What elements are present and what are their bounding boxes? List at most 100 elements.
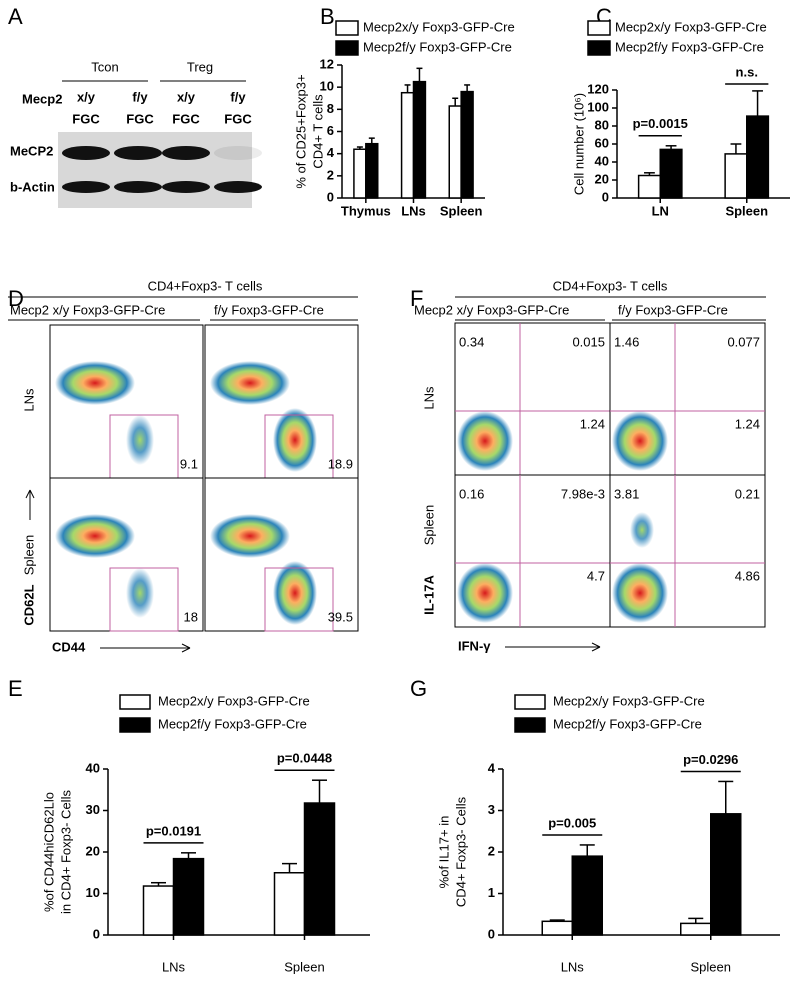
band [114, 146, 162, 160]
band [62, 181, 110, 193]
density [612, 563, 668, 623]
row-label: Spleen [21, 535, 36, 575]
flow-plot [454, 474, 611, 628]
legend-label: Mecp2f/y Foxp3-GFP-Cre [158, 716, 307, 731]
panel-label: G [410, 676, 427, 701]
error-bar [452, 97, 459, 107]
x-tick-label: Spleen [691, 959, 731, 974]
quadrant-value: 4.7 [587, 568, 605, 583]
column-label: Mecp2 x/y Foxp3-GFP-Cre [10, 302, 165, 317]
panel-label: E [8, 676, 23, 701]
bar [746, 115, 770, 199]
error-bar [752, 90, 763, 117]
legend-swatch [335, 40, 359, 56]
x-tick-label: LNs [561, 959, 585, 974]
axis-label: CD44 [52, 639, 86, 654]
bar [142, 885, 175, 936]
axis-label: IFN-γ [458, 638, 491, 653]
y-tick-label: 12 [320, 56, 334, 71]
y-tick-label: 60 [595, 135, 609, 150]
genotype: x/y [77, 89, 96, 104]
arrow-head [181, 643, 191, 649]
error-bar [665, 145, 677, 150]
error-bar [644, 172, 655, 176]
y-tick-label: 0 [602, 189, 609, 204]
y-tick-label: 6 [327, 123, 334, 138]
quadrant-value: 1.24 [735, 416, 760, 431]
quadrant-value: 4.86 [735, 568, 760, 583]
y-axis-label: Cell number (10⁶) [571, 93, 586, 195]
y-tick-label: 30 [86, 802, 100, 817]
y-axis-label: in CD4+ Foxp3- Cells [58, 790, 73, 914]
error-bar [718, 780, 734, 814]
legend-label: Mecp2x/y Foxp3-GFP-Cre [615, 19, 767, 34]
quadrant-value: 1.46 [614, 334, 639, 349]
annotation: p=0.0015 [633, 116, 688, 131]
quadrant-value: 0.34 [459, 334, 484, 349]
density [55, 361, 135, 405]
bar [303, 802, 336, 936]
y-axis-label: CD4+ T cells [310, 94, 325, 169]
y-axis-label: %of CD44hiCD62Llo [41, 792, 56, 912]
row-label: LNs [21, 388, 36, 412]
band [214, 146, 262, 160]
legend-swatch [587, 20, 611, 36]
density [457, 411, 513, 471]
bar [724, 153, 748, 199]
flow-plot [49, 324, 204, 479]
density [273, 561, 317, 625]
column-label: f/y Foxp3-GFP-Cre [618, 302, 728, 317]
bar [365, 142, 379, 199]
lane: FGC [126, 111, 154, 126]
legend-swatch [587, 40, 611, 56]
panel-label: B [320, 4, 335, 29]
quadrant-value: 1.24 [580, 416, 605, 431]
gate [109, 567, 179, 632]
panel-label: D [8, 286, 24, 311]
annotation: p=0.005 [548, 815, 596, 830]
panel-label: A [8, 4, 23, 29]
density [630, 512, 654, 548]
error-bar [312, 779, 327, 804]
error-bar [549, 919, 565, 922]
arrow-head [591, 646, 601, 652]
annotation: p=0.0448 [277, 751, 332, 766]
genotype: f/y [230, 89, 246, 104]
bar [400, 91, 415, 199]
y-tick-label: 100 [587, 99, 609, 114]
lane: FGC [172, 111, 200, 126]
legend-swatch [119, 694, 151, 710]
row-label: b-Actin [10, 179, 55, 194]
density [612, 411, 668, 471]
legend-label: Mecp2x/y Foxp3-GFP-Cre [363, 19, 515, 34]
y-tick-label: 0 [327, 189, 334, 204]
y-tick-label: 4 [488, 760, 496, 775]
x-tick-label: Spleen [284, 959, 324, 974]
row-label: Spleen [421, 505, 436, 545]
flow-plot [49, 477, 204, 632]
y-tick-label: 80 [595, 117, 609, 132]
quadrant-value: 7.98e-3 [561, 486, 605, 501]
legend-swatch [514, 717, 546, 733]
bar [680, 922, 712, 936]
y-tick-label: 2 [327, 167, 334, 182]
x-tick-label: LN [652, 203, 669, 218]
error-bar [181, 852, 196, 859]
y-tick-label: 20 [86, 843, 100, 858]
y-tick-label: 120 [587, 81, 609, 96]
quadrant-value: 0.077 [727, 334, 760, 349]
x-tick-label: Thymus [341, 203, 391, 218]
y-tick-label: 40 [86, 760, 100, 775]
gate-value: 18 [184, 609, 198, 624]
error-bar [579, 844, 595, 857]
quadrant-value: 0.21 [735, 486, 760, 501]
error-bar [282, 862, 297, 873]
y-tick-label: 10 [320, 79, 334, 94]
y-tick-label: 10 [86, 885, 100, 900]
genotype: x/y [177, 89, 196, 104]
legend-label: Mecp2f/y Foxp3-GFP-Cre [363, 39, 512, 54]
y-tick-label: 2 [488, 843, 495, 858]
y-tick-label: 1 [488, 885, 495, 900]
bar [541, 920, 573, 936]
band [214, 181, 262, 193]
